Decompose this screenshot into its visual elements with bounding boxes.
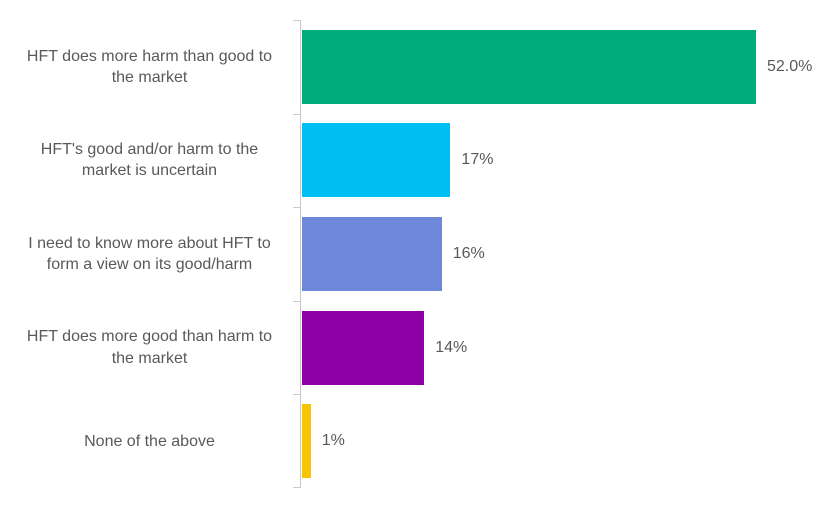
axis-tick: [293, 20, 300, 21]
category-label: I need to know more about HFT to form a …: [28, 234, 271, 273]
axis-tick: [293, 487, 300, 488]
chart-row: I need to know more about HFT to form a …: [0, 207, 837, 301]
category-label: HFT's good and/or harm to the market is …: [40, 141, 259, 180]
bar-area: 52.0%: [302, 20, 837, 114]
axis-tick: [293, 300, 300, 302]
y-axis-line: [300, 20, 301, 488]
bar: [302, 404, 311, 479]
value-label: 1%: [321, 432, 345, 450]
bar: [302, 216, 442, 291]
category-label: None of the above: [84, 432, 215, 450]
axis-tick: [293, 113, 300, 115]
value-label: 52.0%: [767, 57, 813, 75]
bar: [302, 29, 756, 104]
bar-area: 14%: [302, 301, 837, 395]
axis-tick: [293, 207, 300, 209]
bar-area: 1%: [302, 394, 837, 488]
value-label: 14%: [435, 338, 468, 356]
chart-row: HFT does more good than harm to the mark…: [0, 301, 837, 395]
bar: [302, 310, 425, 385]
bar-area: 17%: [302, 114, 837, 208]
chart-row: HFT's good and/or harm to the market is …: [0, 114, 837, 208]
bar: [302, 123, 451, 198]
chart-row: HFT does more harm than good to the mark…: [0, 20, 837, 114]
category-label: HFT does more harm than good to the mark…: [26, 47, 273, 86]
category-label: HFT does more good than harm to the mark…: [26, 328, 273, 367]
bar-area: 16%: [302, 207, 837, 301]
axis-tick: [293, 394, 300, 396]
chart-row: None of the above 1%: [0, 394, 837, 488]
value-label: 17%: [461, 151, 494, 169]
value-label: 16%: [452, 244, 485, 262]
